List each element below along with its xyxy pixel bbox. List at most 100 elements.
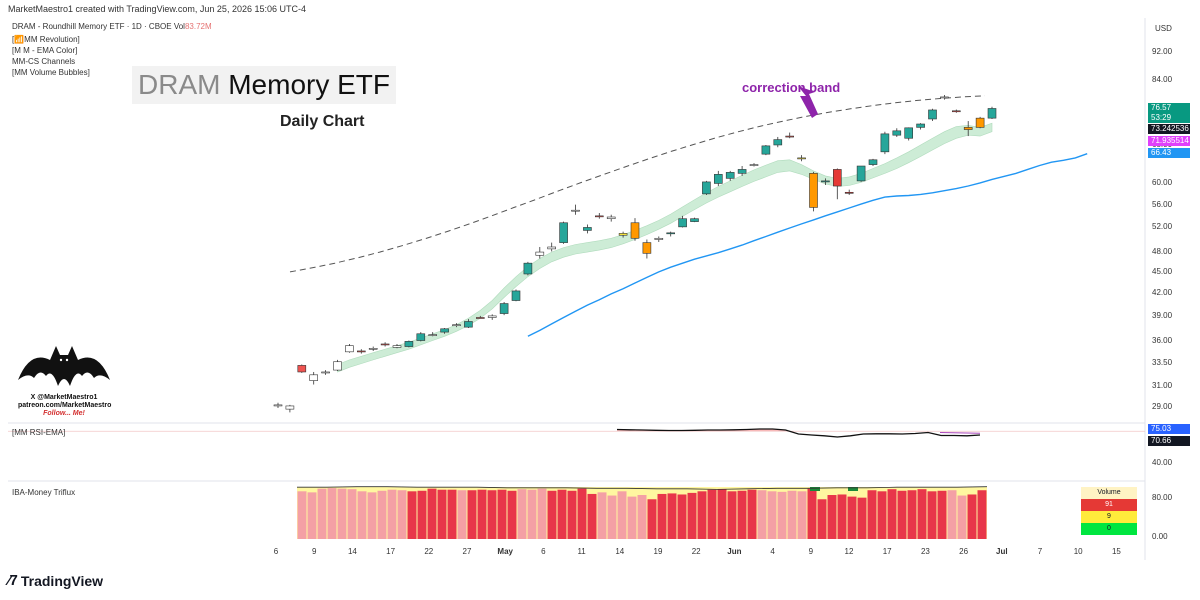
bat-eye-icon: [65, 358, 69, 362]
y-tick-label: 42.00: [1152, 288, 1173, 298]
triflux-bar: [617, 491, 627, 539]
candle-body: [630, 222, 640, 239]
x-tick-label: 6: [273, 547, 279, 556]
candle-body: [987, 108, 997, 119]
currency-label[interactable]: USD: [1155, 24, 1172, 33]
blue-ema-line: [527, 153, 1088, 337]
candle-body: [404, 341, 414, 347]
triflux-bar: [427, 488, 437, 539]
triflux-bar: [857, 497, 867, 539]
rsi-label[interactable]: [MM RSI-EMA]: [12, 428, 66, 437]
y-tick-label: 52.00: [1152, 222, 1173, 232]
candle-body: [452, 324, 461, 327]
y-tick-label: 45.00: [1152, 266, 1173, 276]
indicator-label-3[interactable]: [MM Volume Bubbles]: [12, 68, 90, 77]
triflux-label[interactable]: IBA-Money Triflux: [12, 488, 76, 497]
triflux-bar: [787, 490, 797, 539]
triflux-bar: [707, 489, 717, 539]
x-tick-label: 22: [691, 547, 701, 556]
y-tick-label: 33.50: [1152, 357, 1173, 367]
indicator-label-1[interactable]: [M M - EMA Color]: [12, 46, 78, 55]
candle-body: [928, 109, 937, 120]
x-tick-label: 15: [1111, 547, 1121, 556]
symbol-info[interactable]: DRAM - Roundhill Memory ETF · 1D · CBOE …: [12, 22, 212, 31]
y-tick-label: 31.00: [1152, 381, 1173, 391]
triflux-green-marker: [848, 487, 858, 491]
x-tick-label: 9: [311, 547, 317, 556]
candle-body: [809, 173, 818, 208]
rsi-tag-ema: 75.03: [1148, 424, 1190, 434]
candle-body: [416, 333, 426, 341]
triflux-bar: [807, 488, 817, 539]
price-tag-blue: 66.43: [1148, 148, 1190, 158]
candle-body: [559, 222, 568, 243]
watermark-line1: X @MarketMaestro1: [30, 394, 98, 401]
triflux-bar: [397, 490, 407, 539]
correction-band-line: [289, 95, 986, 273]
triflux-bar: [347, 489, 357, 539]
candle-body: [951, 110, 961, 113]
candle-body: [535, 251, 545, 256]
indicator-label-0[interactable]: [📶MM Revolution]: [12, 35, 80, 44]
triflux-bar: [527, 489, 537, 539]
candle-body: [428, 334, 438, 336]
y-tick-label: 60.00: [1152, 178, 1173, 188]
candle-body: [309, 374, 319, 381]
y-tick-label: 84.00: [1152, 75, 1173, 84]
triflux-axis-bottom: 0.00: [1152, 532, 1168, 541]
candle-body: [785, 135, 795, 138]
triflux-bar: [297, 491, 307, 539]
x-tick-label: 7: [1037, 547, 1043, 556]
x-tick-label: 26: [959, 547, 969, 556]
candle-body: [713, 174, 723, 184]
candle-body: [273, 404, 283, 407]
bat-logo-icon: [18, 346, 110, 386]
candle-body: [499, 303, 509, 314]
triflux-bar: [797, 491, 807, 539]
triflux-bar: [557, 489, 567, 539]
price-tag-ema: 73.242536: [1148, 124, 1190, 134]
watermark-text: X @MarketMaestro1 patreon.com/MarketMaes…: [18, 394, 111, 418]
triflux-bar: [547, 490, 557, 539]
indicator-label-2[interactable]: MM-CS Channels: [12, 57, 76, 66]
triflux-bar: [637, 495, 647, 539]
annotation-text: correction band: [742, 80, 841, 95]
triflux-bar: [817, 499, 827, 539]
triflux-signal-line: [297, 486, 988, 490]
candle-body: [749, 164, 759, 166]
candle-body: [844, 191, 854, 194]
candle-body: [606, 216, 616, 220]
triflux-bar: [767, 491, 777, 539]
x-tick-label: 27: [462, 547, 472, 556]
triflux-bar: [957, 495, 967, 539]
triflux-bar: [847, 496, 857, 539]
triflux-bar: [317, 488, 327, 539]
annotation-arrow-icon: [798, 86, 818, 118]
triflux-bar: [777, 491, 787, 539]
volume-legend-yellow: 9: [1081, 511, 1137, 523]
triflux-bar: [717, 489, 727, 539]
triflux-bar: [477, 489, 487, 539]
y-tick-label: 29.00: [1152, 402, 1173, 411]
y-tick-label: 92.00: [1152, 47, 1173, 57]
x-tick-label: 6: [541, 547, 546, 556]
candle-body: [487, 315, 497, 318]
tradingview-mark-icon: ⁄7: [8, 572, 18, 589]
candle-body: [940, 96, 949, 99]
rsi-axis-label: 40.00: [1152, 458, 1173, 467]
price-tag-band: 71.935514: [1148, 136, 1190, 146]
candle-body: [832, 169, 842, 187]
triflux-bar: [677, 494, 687, 539]
triflux-bar: [907, 490, 917, 539]
x-tick-label: 17: [882, 547, 892, 556]
candle-body: [761, 145, 771, 155]
tradingview-logo[interactable]: ⁄7 TradingView: [8, 572, 103, 589]
y-tick-label: 36.00: [1152, 335, 1173, 345]
triflux-bar: [597, 492, 607, 539]
triflux-bar: [467, 490, 477, 539]
candle-body: [916, 123, 925, 128]
candle-body: [594, 215, 604, 218]
triflux-bar: [407, 491, 417, 539]
candle-body: [678, 218, 687, 228]
